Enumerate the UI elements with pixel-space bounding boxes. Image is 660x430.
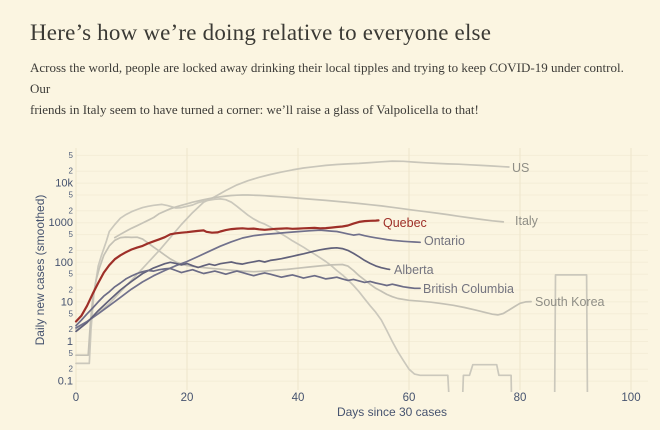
series-label-alberta: Alberta xyxy=(394,263,434,277)
series-lines xyxy=(74,160,589,392)
x-axis-ticks: 0 20 40 60 80 100 xyxy=(73,392,641,404)
series-line-ontario xyxy=(75,229,421,329)
series-line-china xyxy=(75,198,589,392)
x-tick-label: 80 xyxy=(514,392,527,404)
subtitle-line-1: Across the world, people are locked away… xyxy=(30,60,624,96)
y-minor-tick-label: 2 xyxy=(69,365,74,374)
subtitle-line-2: friends in Italy seem to have turned a c… xyxy=(30,102,479,117)
series-line-italy xyxy=(113,194,505,239)
series-label-british-columbia: British Columbia xyxy=(423,282,514,296)
y-minor-tick-label: 5 xyxy=(69,230,74,239)
x-tick-label: 100 xyxy=(621,392,640,404)
x-tick-label: 60 xyxy=(403,392,416,404)
x-tick-label: 0 xyxy=(73,392,79,404)
series-line-us xyxy=(75,160,510,331)
series-label-italy: Italy xyxy=(515,214,539,228)
y-minor-tick-label: 2 xyxy=(69,167,74,176)
y-tick-label: 10k xyxy=(55,178,73,190)
x-axis-title: Days since 30 cases xyxy=(337,405,447,419)
x-tick-label: 40 xyxy=(292,392,305,404)
y-minor-tick-label: 5 xyxy=(69,191,74,200)
y-tick-label: 10 xyxy=(61,296,73,308)
y-minor-tick-label: 5 xyxy=(69,270,74,279)
series-label-us: US xyxy=(512,161,529,175)
y-axis-title: Daily new cases (smoothed) xyxy=(33,195,47,346)
series-labels: South Korea US Italy Ontario Alberta British … xyxy=(383,161,605,309)
series-line-south-korea xyxy=(75,236,532,357)
y-minor-tick-label: 2 xyxy=(69,206,74,215)
y-minor-tick-label: 5 xyxy=(69,349,74,358)
x-tick-label: 20 xyxy=(181,392,194,404)
page-title: Here’s how we’re doing relative to every… xyxy=(30,20,492,45)
series-line-quebec xyxy=(74,219,380,323)
series-label-south-korea: South Korea xyxy=(535,295,605,309)
header: Here’s how we’re doing relative to every… xyxy=(30,20,640,120)
y-tick-label: 1000 xyxy=(49,217,73,229)
y-minor-tick-label: 2 xyxy=(69,325,74,334)
y-minor-tick-label: 2 xyxy=(69,286,74,295)
series-line-british-columbia xyxy=(75,267,421,327)
y-minor-tick-label: 5 xyxy=(69,151,74,160)
page-subtitle: Across the world, people are locked away… xyxy=(30,57,640,120)
y-minor-tick-label: 5 xyxy=(69,309,74,318)
chart-svg: 10k 1000 100 10 1 0.1 5 2 5 2 5 2 5 2 5 2 5 2 0 20 40 60 80 10… xyxy=(33,148,648,419)
chart: 10k 1000 100 10 1 0.1 5 2 5 2 5 2 5 2 5 2 5 2 0 20 40 60 80 10… xyxy=(0,140,660,430)
y-tick-label: 0.1 xyxy=(58,376,73,388)
y-tick-label: 1 xyxy=(67,336,73,348)
series-line-alberta xyxy=(75,246,391,333)
y-tick-label: 100 xyxy=(55,257,73,269)
y-minor-tick-label: 2 xyxy=(69,246,74,255)
series-label-quebec: Quebec xyxy=(383,216,427,230)
y-axis-ticks: 10k 1000 100 10 1 0.1 5 2 5 2 5 2 5 2 5 2 5 2 xyxy=(49,151,74,388)
series-label-ontario: Ontario xyxy=(424,234,465,248)
